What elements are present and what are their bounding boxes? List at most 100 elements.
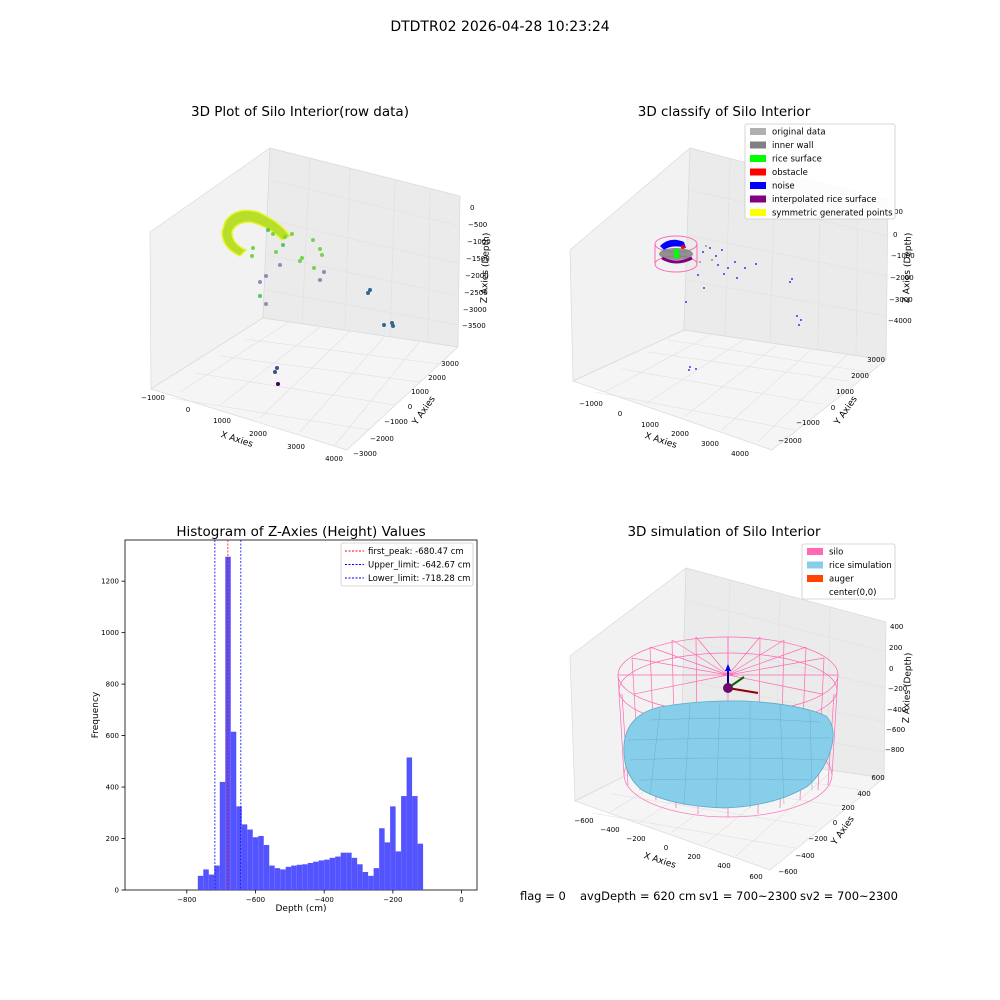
histogram-y-ticks: 0 200 400 600 800 1000 1200 [101, 578, 125, 895]
simulation-x-tick: 200 [687, 853, 700, 861]
classify-y-ticks: −2000 −1000 0 1000 2000 3000 [778, 356, 885, 445]
histogram-legend: first_peak: -680.47 cm Upper_limit: -642… [340, 542, 474, 587]
histogram-bar [340, 852, 347, 890]
panel-histogram: Histogram of Z-Axies (Height) Values −80… [91, 524, 478, 914]
rice-simulation-surface [623, 700, 834, 809]
histogram-bar [302, 864, 308, 890]
simulation-z-axis-label: Z Axies (Depth) [902, 653, 914, 724]
status-sv2: sv2 = 700~2300 [800, 889, 898, 903]
figure-title: DTDTR02 2026-04-28 10:23:24 [390, 19, 609, 35]
raw-x-tick: −1000 [141, 394, 165, 402]
classify-z-tick: 0 [893, 231, 897, 239]
raw-y-tick: 1000 [411, 388, 429, 396]
histogram-y-tick-label: 400 [106, 784, 119, 792]
histogram-bar [208, 874, 215, 890]
histogram-title: Histogram of Z-Axies (Height) Values [176, 524, 425, 540]
raw-x-tick: 2000 [249, 430, 267, 438]
legend-label: Upper_limit: -642.67 cm [368, 561, 471, 571]
histogram-x-ticks: −800 −600 −400 −200 0 [177, 890, 464, 904]
classify-z-ticks: 0 −1000 −2000 −3000 −4000 [888, 231, 915, 325]
simulation-x-tick: 0 [664, 844, 668, 852]
legend-label: obstacle [772, 168, 808, 178]
simulation-x-ticks: −600 −400 −200 0 200 400 600 [574, 817, 762, 881]
histogram-bar [241, 824, 248, 890]
rice-surface-ring [221, 209, 292, 257]
legend-swatch [807, 588, 823, 596]
histogram-bar [291, 865, 297, 890]
histogram-bar [269, 865, 275, 890]
legend-label: rice simulation [829, 561, 892, 571]
panel-classify: 3D classify of Silo Interior −1000 0 100… [569, 104, 915, 458]
simulation-y-tick: 0 [833, 819, 837, 827]
raw-y-tick: −1000 [384, 418, 408, 426]
simulation-z-tick: −600 [886, 726, 905, 734]
classify-point-cloud [654, 235, 802, 371]
legend-swatch [750, 209, 766, 216]
legend-swatch [750, 141, 766, 149]
classify-y-tick: 0 [831, 404, 835, 412]
histogram-bar [263, 844, 270, 890]
simulation-z-tick: 400 [890, 623, 903, 631]
histogram-bar [197, 875, 204, 890]
classify-x-tick: −1000 [579, 400, 603, 408]
legend-label: rice surface [772, 155, 822, 165]
legend-label: Lower_limit: -718.28 cm [368, 574, 470, 584]
status-avg-depth: avgDepth = 620 cm [580, 889, 696, 903]
legend-swatch [807, 548, 823, 555]
histogram-x-tick-label: −200 [383, 896, 402, 904]
legend-swatch [750, 195, 766, 203]
simulation-x-tick: −200 [626, 835, 645, 843]
raw-point-cloud [221, 209, 395, 386]
histogram-x-axis-label: Depth (cm) [275, 904, 326, 914]
histogram-bar [384, 842, 391, 890]
raw-x-tick: 4000 [325, 455, 343, 463]
raw-plot-title: 3D Plot of Silo Interior(row data) [191, 104, 409, 120]
raw-y-axis-label: Y Axies [410, 394, 438, 427]
histogram-bar [313, 861, 319, 890]
raw-x-tick: 3000 [287, 443, 305, 451]
histogram-bar [324, 859, 330, 890]
panel-raw-data: 3D Plot of Silo Interior(row data) −1000… [141, 104, 492, 463]
classify-x-tick: 0 [618, 410, 622, 418]
histogram-bar [236, 806, 242, 890]
histogram-bar [247, 829, 253, 890]
histogram-bar [219, 781, 226, 890]
histogram-y-tick-label: 800 [106, 681, 119, 689]
classify-y-tick: 1000 [836, 388, 854, 396]
legend-label: auger [829, 575, 854, 585]
histogram-bar [329, 857, 336, 890]
histogram-bar [252, 837, 259, 890]
histogram-bar [230, 731, 237, 890]
legend-label: symmetric generated points [772, 209, 893, 219]
simulation-y-tick: −600 [778, 868, 797, 876]
histogram-y-tick-label: 0 [115, 887, 119, 895]
simulation-z-tick: 0 [889, 665, 893, 673]
classify-x-tick: 1000 [641, 421, 659, 429]
simulation-legend: silo rice simulation auger center(0,0) [801, 543, 896, 600]
raw-y-tick: 2000 [428, 374, 446, 382]
histogram-x-tick-label: −600 [246, 896, 265, 904]
histogram-bar [362, 871, 369, 890]
histogram-bar [307, 862, 314, 890]
legend-label: silo [829, 548, 843, 558]
raw-y-tick: −3000 [353, 450, 377, 458]
raw-z-tick: −1000 [467, 238, 491, 246]
raw-z-axis-label: Z Axies (Depth) [480, 233, 492, 304]
classify-z-tick: −2000 [890, 274, 914, 282]
histogram-bar [417, 843, 424, 890]
simulation-y-tick: 600 [871, 774, 884, 782]
histogram-bar [203, 869, 209, 890]
classify-plot-title: 3D classify of Silo Interior [638, 104, 811, 120]
histogram-y-tick-label: 600 [106, 732, 119, 740]
legend-swatch [750, 155, 766, 162]
legend-swatch [750, 128, 766, 135]
legend-swatch [750, 168, 766, 176]
histogram-bar [274, 868, 281, 890]
histogram-bar [406, 757, 413, 890]
classify-x-tick: 4000 [731, 450, 749, 458]
status-flag: flag = 0 [520, 889, 566, 903]
histogram-y-tick-label: 1000 [101, 629, 119, 637]
histogram-x-tick-label: 0 [459, 896, 463, 904]
classify-y-tick: −1000 [796, 419, 820, 427]
